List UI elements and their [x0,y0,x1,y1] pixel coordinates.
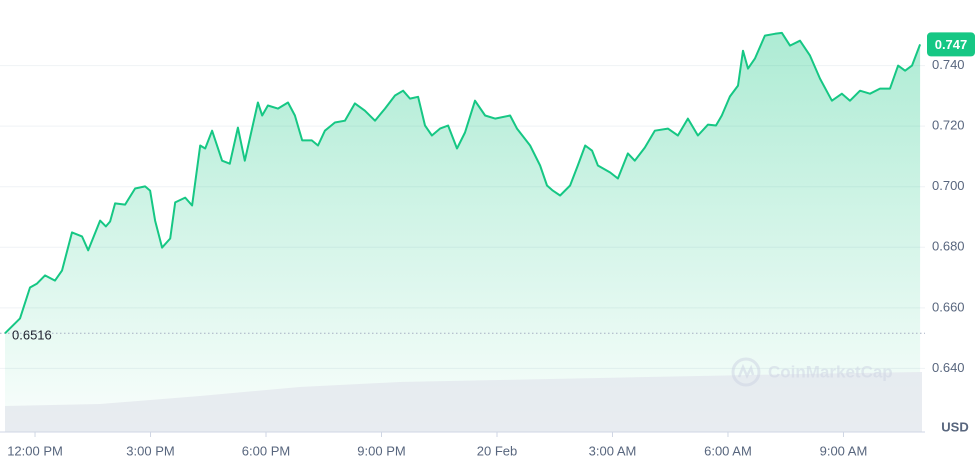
x-tick-label: 12:00 PM [7,443,63,458]
y-tick-label: 0.640 [932,360,965,375]
x-tick-label: 9:00 AM [820,443,868,458]
x-tick-label: 6:00 AM [704,443,752,458]
price-line [4,31,922,335]
watermark-text: CoinMarketCap [768,362,893,381]
y-tick-label: 0.720 [932,118,965,133]
x-tick-label: 3:00 AM [589,443,637,458]
y-tick-label: 0.740 [932,57,965,72]
watermark: CoinMarketCap [731,357,893,387]
y-tick-label: 0.660 [932,299,965,314]
volume-area [5,372,922,432]
area [5,32,921,433]
reference-label: 0.6516 [12,328,52,343]
price-tag [927,32,975,57]
x-tick-label: 20 Feb [477,443,517,458]
x-tick-label: 3:00 PM [126,443,174,458]
y-tick-label: 0.680 [932,239,965,254]
x-tick-label: 6:00 PM [242,443,290,458]
price-tag-label: 0.747 [935,37,968,52]
x-tick-label: 9:00 PM [357,443,405,458]
area-fill [5,32,921,433]
y-unit: USD [941,419,968,434]
y-tick-label: 0.700 [932,178,965,193]
